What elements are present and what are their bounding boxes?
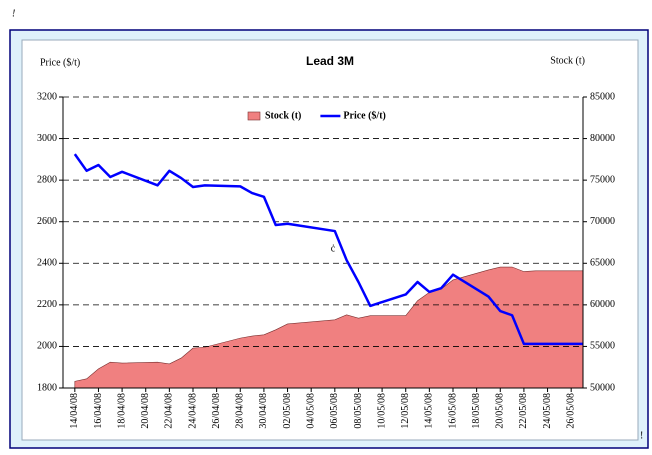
x-tick-label: 02/05/08 (282, 393, 293, 429)
y-tick-label: 3000 (37, 133, 57, 144)
y-tick-label: 2600 (37, 216, 57, 227)
y2-tick-label: 65000 (590, 258, 615, 269)
y-axis-label: Price ($/t) (40, 57, 80, 68)
y-tick-label: 3200 (37, 91, 57, 102)
y2-tick-label: 85000 (590, 91, 615, 102)
x-tick-label: 20/05/08 (495, 393, 506, 429)
annotation: ċ (331, 243, 336, 254)
line (73, 153, 583, 346)
legend-label: Stock (t) (265, 110, 301, 121)
x-tick-label: 24/04/08 (187, 393, 198, 429)
y2-tick-label: 80000 (590, 133, 615, 144)
x-tick-label: 10/05/08 (376, 393, 387, 429)
x-tick-label: 12/05/08 (400, 393, 411, 429)
x-tick-label: 04/05/08 (305, 393, 316, 429)
x-tick-label: 14/05/08 (424, 393, 435, 429)
x-tick-label: 20/04/08 (140, 393, 151, 429)
y2-tick-label: 60000 (590, 299, 615, 310)
chart-title: Lead 3M (306, 54, 354, 68)
x-tick-label: 26/04/08 (211, 393, 222, 429)
y-tick-label: 1800 (37, 382, 57, 393)
x-tick-label: 26/05/08 (565, 393, 576, 429)
legend-swatch (247, 111, 261, 121)
annotation: ! (640, 430, 643, 441)
legend-box (240, 106, 398, 126)
y2-tick-label: 55000 (590, 341, 615, 352)
y2-axis-label: Stock (t) (550, 55, 585, 66)
y-tick-label: 2800 (37, 174, 57, 185)
x-tick-label: 16/04/08 (93, 393, 104, 429)
y2-tick-label: 75000 (590, 174, 615, 185)
x-tick-label: 08/05/08 (353, 393, 364, 429)
y2-tick-label: 50000 (590, 382, 615, 393)
x-tick-label: 24/05/08 (542, 393, 553, 429)
x-tick-label: 22/04/08 (164, 393, 175, 429)
x-tick-label: 30/04/08 (258, 393, 269, 429)
x-tick-label: 14/04/08 (69, 393, 80, 429)
x-tick-label: 28/04/08 (235, 393, 246, 429)
y-tick-label: 2200 (37, 299, 57, 310)
area (74, 266, 584, 389)
x-tick-label: 18/04/08 (116, 393, 127, 429)
x-tick-label: 22/05/08 (518, 393, 529, 429)
y2-tick-label: 70000 (590, 216, 615, 227)
y-tick-label: 2400 (37, 258, 57, 269)
annotation: ! (12, 8, 15, 19)
x-tick-label: 18/05/08 (471, 393, 482, 429)
y-tick-label: 2000 (37, 341, 57, 352)
x-tick-label: 06/05/08 (329, 393, 340, 429)
legend-label: Price ($/t) (343, 110, 385, 121)
x-tick-label: 16/05/08 (447, 393, 458, 429)
